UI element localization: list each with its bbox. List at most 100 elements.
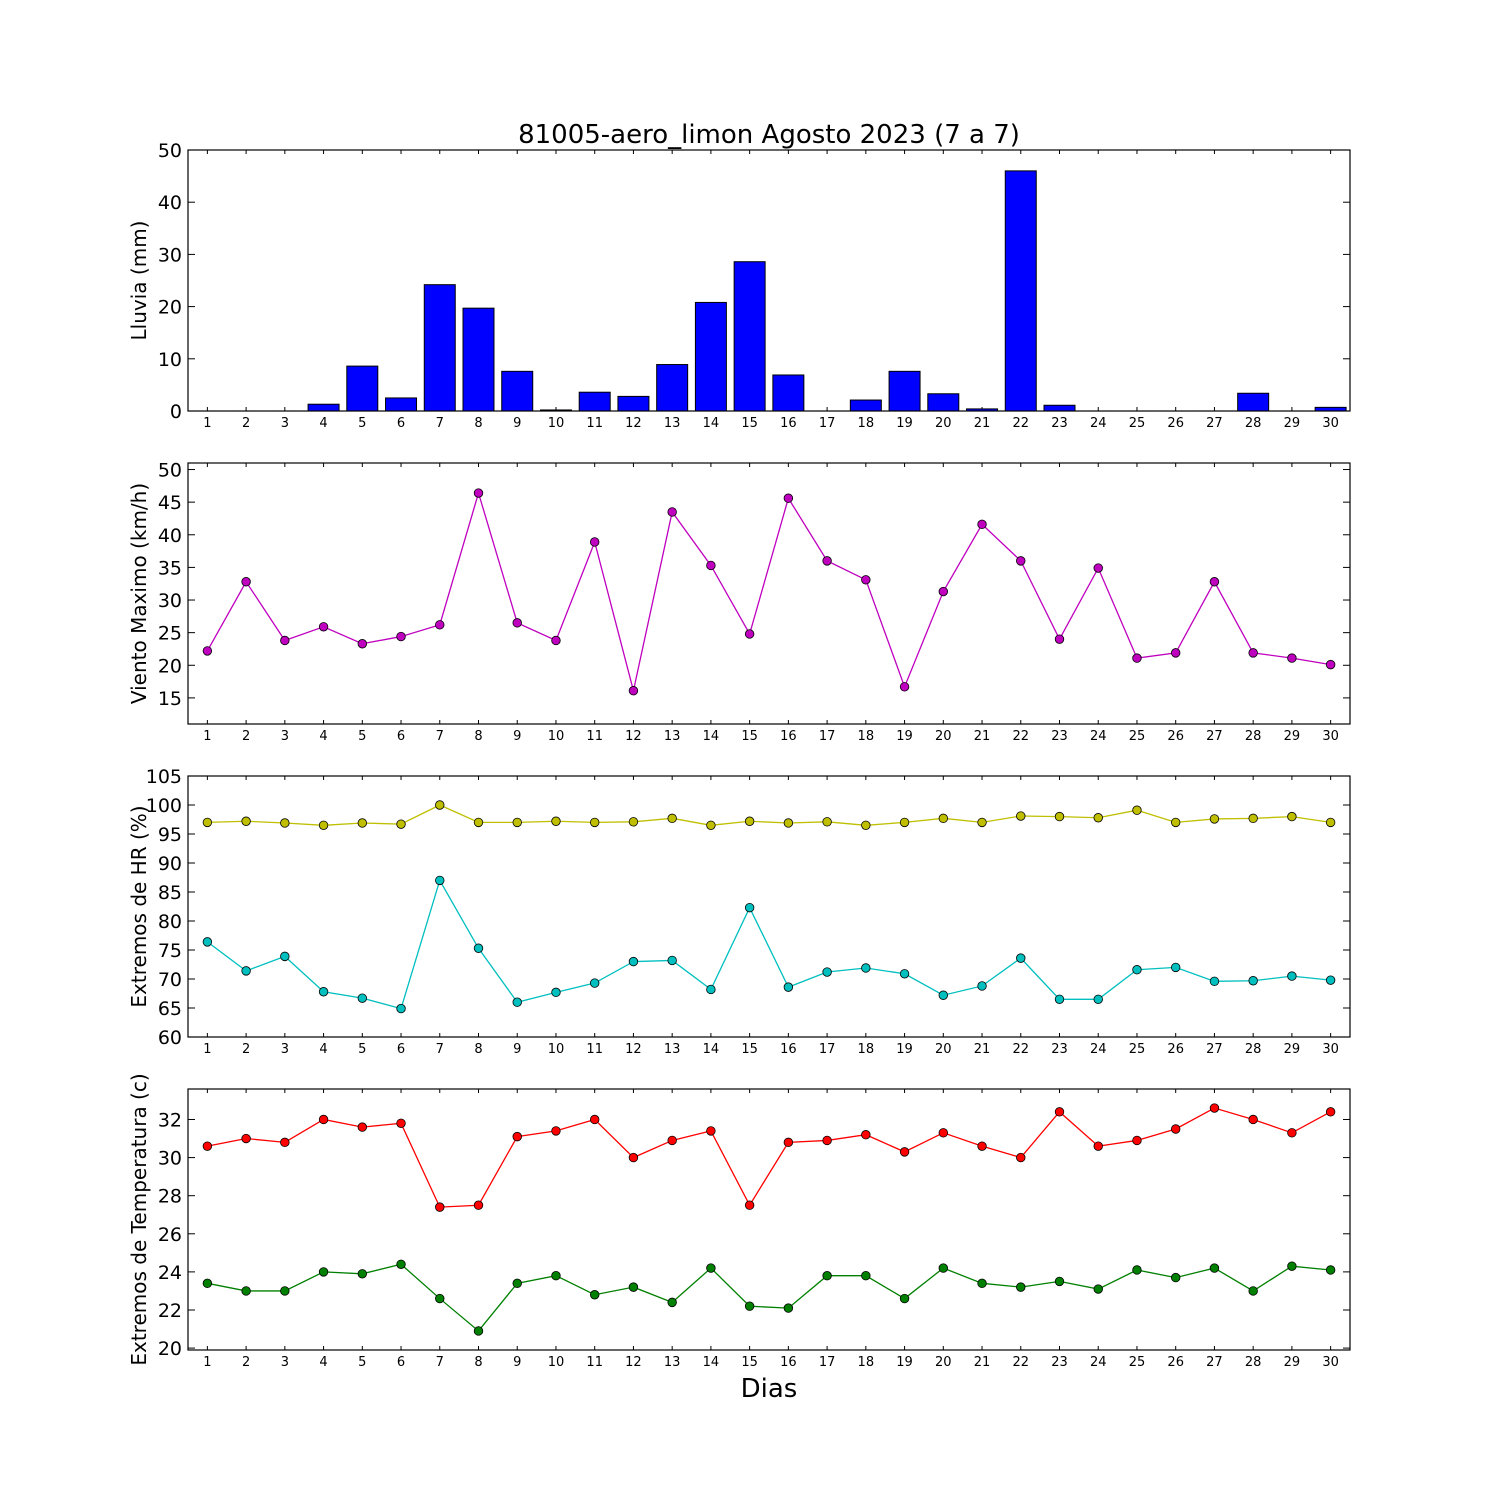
data-point (744, 629, 755, 639)
x-tick-label: 26 (1167, 1355, 1184, 1370)
x-tick-label: 9 (513, 416, 521, 431)
data-point (1209, 814, 1220, 824)
data-point (1054, 1276, 1065, 1287)
data-point (1287, 811, 1297, 822)
y-tick-label: 40 (158, 192, 182, 214)
series-line (206, 490, 1331, 691)
data-point (357, 818, 368, 828)
x-tick-label: 21 (974, 416, 991, 431)
data-point (1325, 1107, 1336, 1117)
x-tick-label: 29 (1284, 416, 1301, 431)
data-point (1132, 1135, 1142, 1146)
bar (849, 399, 882, 412)
subplot-2: 1 2 3 4 5 6 7 8 9 10 11 12 13 14 15 16 17 18 19 20 21 22 23 24 2… (127, 460, 1351, 744)
y-tick-label: 20 (158, 297, 182, 319)
data-point (783, 1137, 794, 1148)
data-point (512, 618, 522, 628)
bar (888, 370, 921, 412)
data-point (1325, 817, 1336, 828)
x-tick-label: 25 (1129, 416, 1146, 431)
data-point (977, 1278, 987, 1289)
y-tick-label: 40 (158, 525, 182, 547)
x-tick-label: 6 (397, 1042, 405, 1057)
x-tick-label: 18 (858, 1355, 875, 1370)
data-point (977, 981, 987, 991)
x-tick-label: 13 (664, 1355, 681, 1370)
data-point (706, 1126, 716, 1136)
data-point (977, 519, 987, 530)
data-point (1170, 817, 1181, 828)
x-tick-label: 20 (935, 1042, 952, 1057)
y-tick-label: 75 (158, 940, 182, 962)
data-point (590, 1290, 600, 1300)
plot-area (202, 800, 1336, 1014)
x-tick-label: 16 (780, 416, 797, 431)
data-point (1248, 648, 1258, 658)
data-point (1209, 577, 1220, 587)
axes-frame (187, 149, 1351, 412)
data-point (318, 1114, 329, 1125)
data-point (938, 1263, 949, 1273)
data-point (512, 1131, 522, 1142)
x-tick-label: 8 (474, 416, 482, 431)
x-tick-label: 6 (397, 416, 405, 431)
x-tick-label: 14 (703, 1042, 720, 1057)
x-tick-label: 10 (548, 1042, 565, 1057)
plot-area (191, 170, 1347, 412)
data-point (551, 1126, 561, 1136)
data-point (1016, 811, 1026, 821)
data-point (512, 1278, 522, 1289)
data-point (435, 800, 445, 810)
data-point (1248, 976, 1258, 986)
x-tick-label: 3 (281, 729, 289, 744)
data-point (590, 978, 600, 988)
y-tick-label: 60 (158, 1027, 182, 1049)
data-point (783, 818, 794, 828)
data-point (241, 816, 251, 826)
data-point (1248, 1114, 1258, 1125)
x-tick-label: 15 (741, 1355, 758, 1370)
x-tick-label: 14 (703, 1355, 720, 1370)
series-1 (202, 1103, 1336, 1212)
x-tick-label: 27 (1206, 416, 1223, 431)
data-point (396, 631, 406, 642)
data-point (744, 816, 755, 826)
x-tick-label: 7 (436, 1355, 444, 1370)
data-point (435, 620, 445, 630)
data-point (822, 1135, 832, 1146)
data-point (1325, 659, 1336, 670)
data-point (706, 560, 716, 571)
y-tick-label: 20 (158, 655, 182, 677)
bar (307, 403, 340, 412)
y-tick-label: 85 (158, 882, 182, 904)
data-point (473, 1200, 484, 1210)
data-point (396, 1118, 406, 1128)
bar (578, 391, 611, 412)
data-point (744, 1200, 755, 1210)
data-point (318, 622, 329, 632)
data-point (667, 507, 677, 517)
x-tick-label: 1 (203, 416, 211, 431)
plot-area (202, 1103, 1336, 1336)
x-tick-label: 2 (242, 729, 250, 744)
x-tick-label: 26 (1167, 1042, 1184, 1057)
data-point (396, 819, 406, 829)
x-tick-label: 29 (1284, 1042, 1301, 1057)
x-tick-label: 3 (281, 1042, 289, 1057)
data-point (744, 902, 755, 913)
data-point (357, 1269, 368, 1279)
data-point (1054, 1107, 1065, 1117)
bar (423, 284, 456, 412)
x-tick-label: 4 (319, 416, 327, 431)
data-point (1248, 1286, 1258, 1296)
data-point (899, 1147, 910, 1157)
x-tick-label: 19 (896, 1042, 913, 1057)
y-tick-label: 32 (158, 1109, 182, 1131)
data-point (435, 875, 445, 886)
x-tick-label: 5 (358, 416, 366, 431)
data-point (861, 963, 871, 973)
data-point (628, 1152, 639, 1163)
data-point (706, 820, 716, 831)
x-tick-label: 24 (1090, 1042, 1107, 1057)
data-point (938, 1128, 949, 1138)
